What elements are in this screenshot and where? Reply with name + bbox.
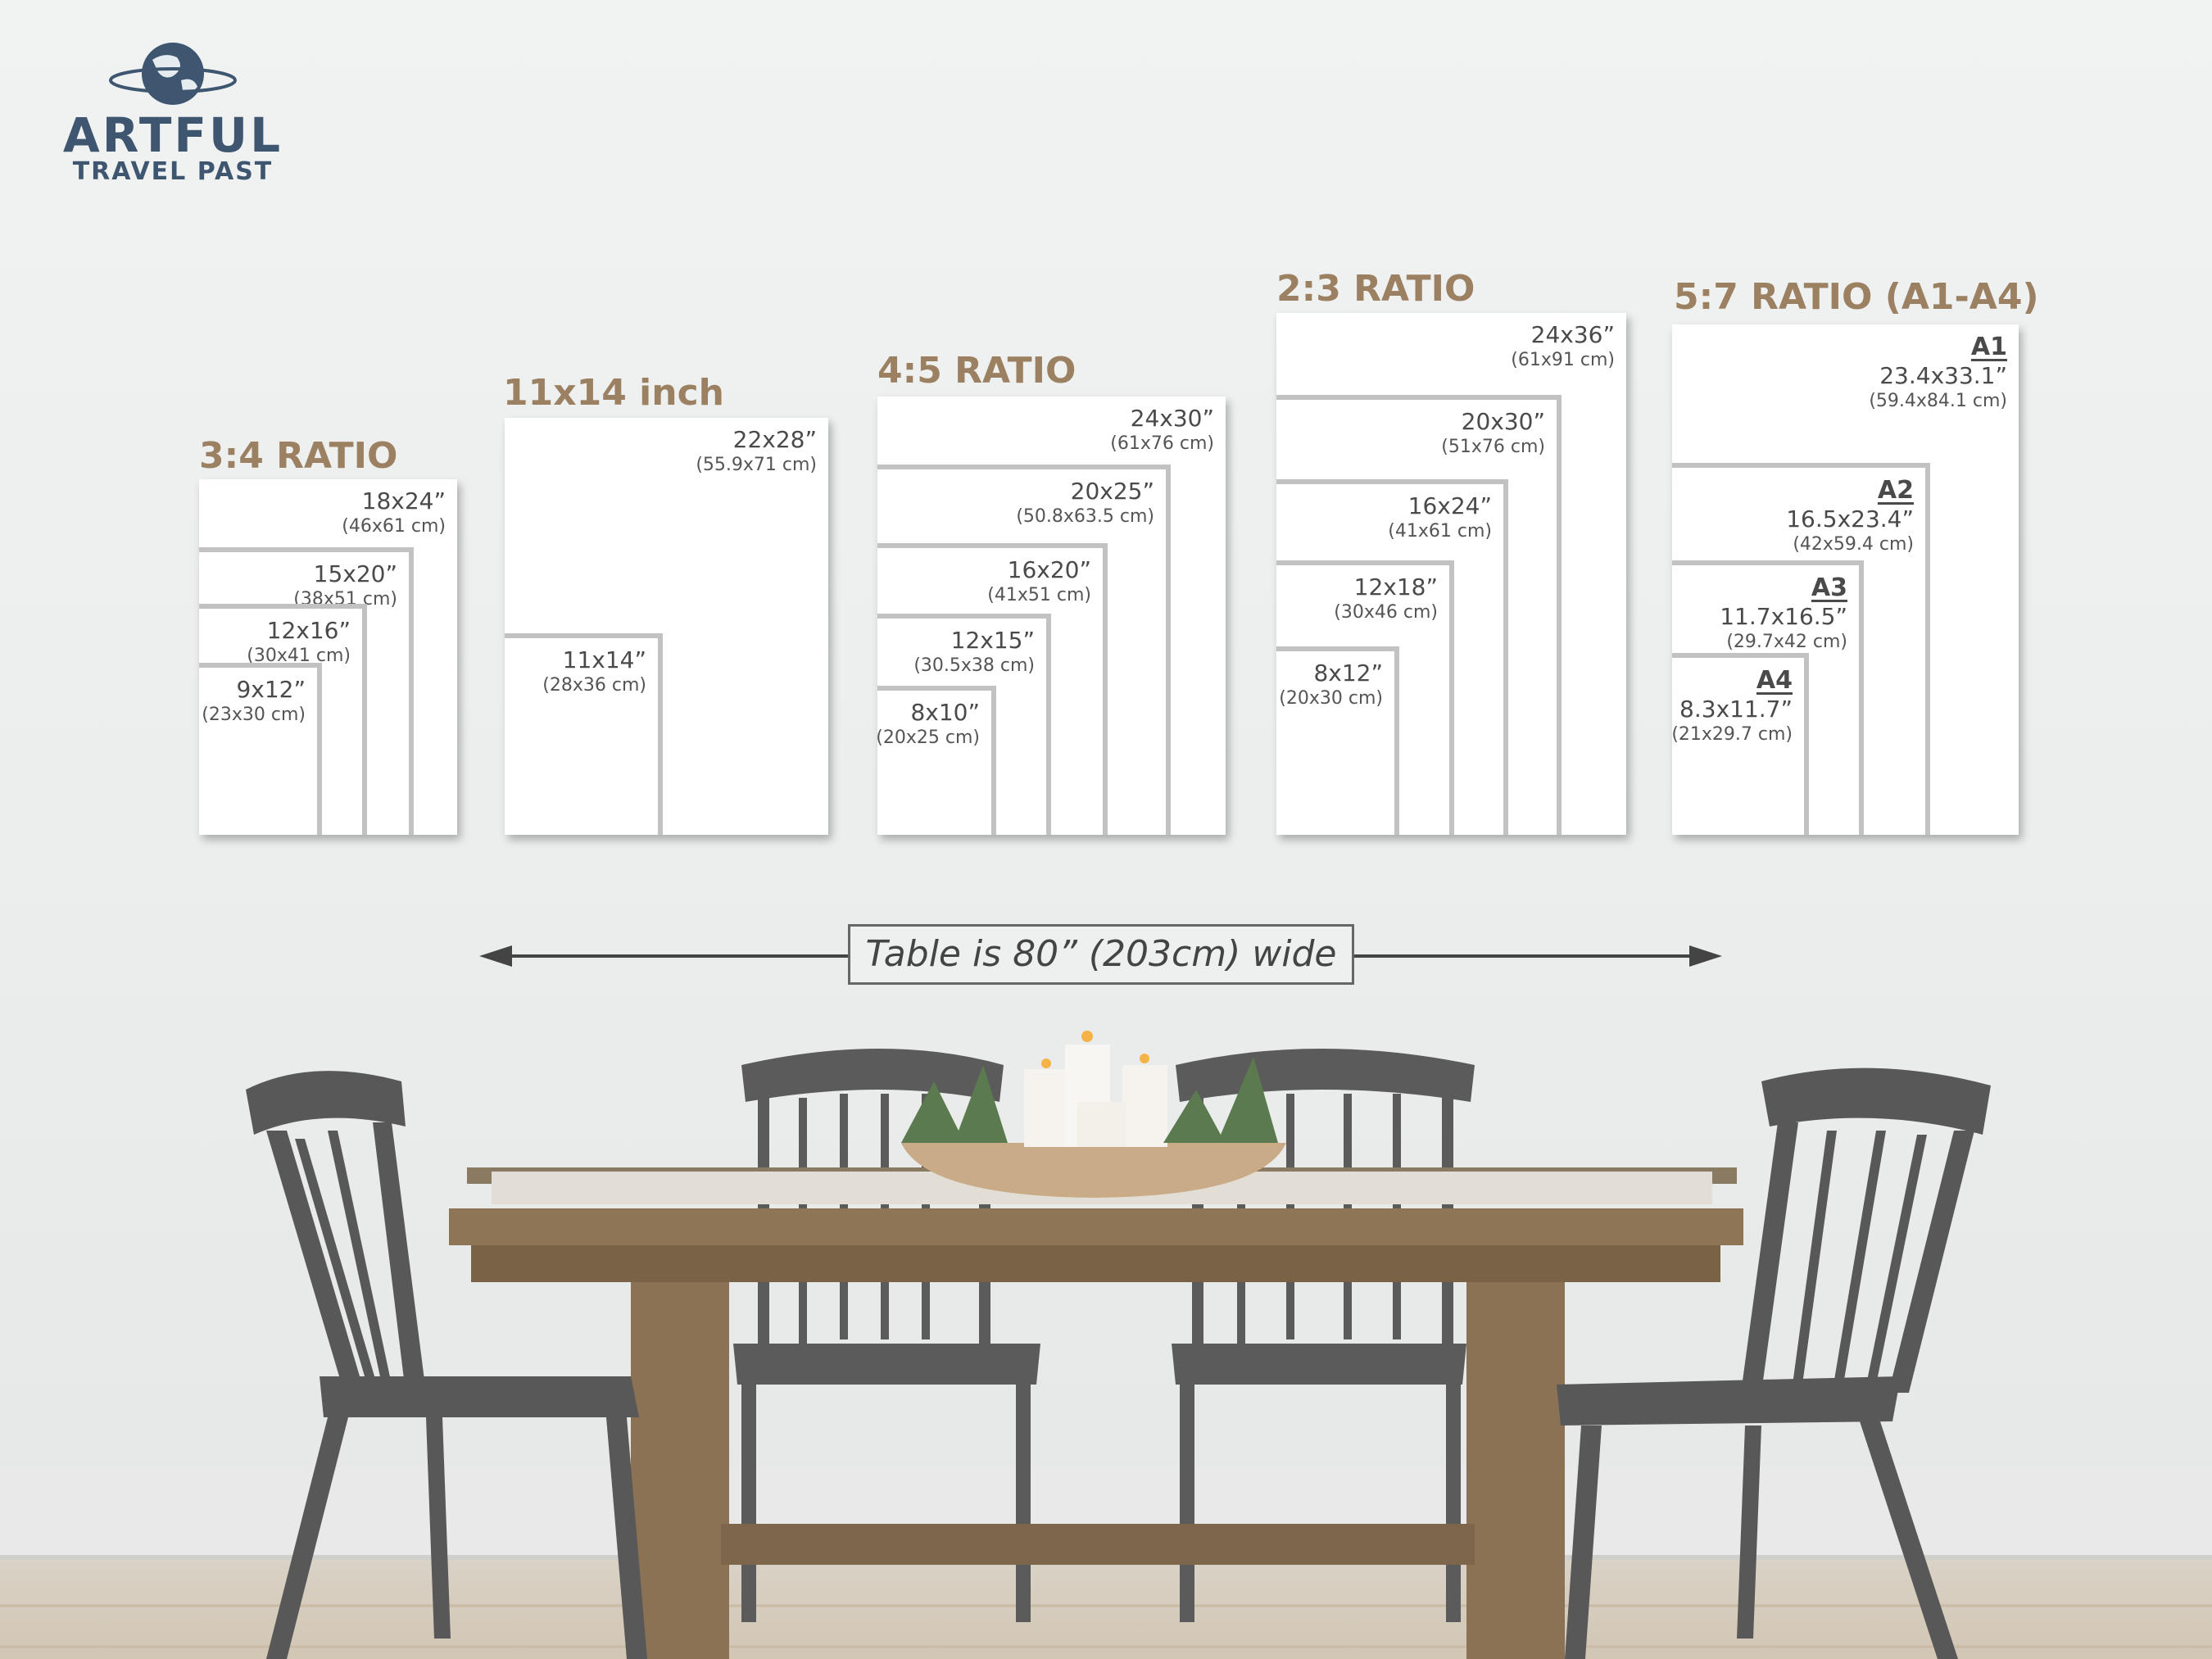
arrowhead-left-icon <box>479 945 512 967</box>
size-label: 9x12” (23x30 cm) <box>202 676 306 727</box>
print-frame-largest: 22x28” (55.9x71 cm) 11x14” (28x36 cm) <box>505 418 828 835</box>
cm-size: (50.8x63.5 cm) <box>1016 506 1154 527</box>
ratio-group-title: 2:3 RATIO <box>1276 268 1475 310</box>
chair-front-right <box>1557 1067 1991 1659</box>
inch-size: 11.7x16.5” <box>1720 603 1847 630</box>
size-label: 24x36” (61x91 cm) <box>1511 321 1615 372</box>
cm-size: (59.4x84.1 cm) <box>1869 391 2007 411</box>
inch-size: 16x20” <box>1007 556 1091 583</box>
cm-size: (30x41 cm) <box>247 646 351 666</box>
inch-size: 8.3x11.7” <box>1679 696 1793 723</box>
inch-size: 20x30” <box>1461 408 1545 435</box>
inch-size: 24x36” <box>1530 321 1615 348</box>
inch-size: 16.5x23.4” <box>1786 505 1914 533</box>
cm-size: (21x29.7 cm) <box>1671 724 1793 745</box>
print-frame-largest: A1 23.4x33.1” (59.4x84.1 cm) A2 16.5x23.4” (4… <box>1671 324 2019 835</box>
inch-size: 16x24” <box>1407 492 1492 519</box>
table-width-arrow-right <box>1353 954 1698 958</box>
iso-size-label: A3 <box>1811 573 1847 602</box>
inch-size: 20x25” <box>1070 478 1154 505</box>
iso-size-label: A1 <box>1970 333 2007 361</box>
size-label: 12x16” (30x41 cm) <box>247 617 351 668</box>
iso-size-label: A2 <box>1877 476 1914 505</box>
cm-size: (55.9x71 cm) <box>696 455 817 475</box>
inch-size: 12x16” <box>266 617 351 644</box>
inch-size: 12x15” <box>950 627 1035 654</box>
cm-size: (46x61 cm) <box>342 516 446 537</box>
inch-size: 8x12” <box>1313 660 1383 687</box>
cm-size: (23x30 cm) <box>202 705 306 725</box>
inch-size: 9x12” <box>236 676 306 703</box>
size-label: 18x24” (46x61 cm) <box>342 487 446 538</box>
inch-size: 23.4x33.1” <box>1879 362 2007 389</box>
cm-size: (30.5x38 cm) <box>913 655 1035 676</box>
cm-size: (61x76 cm) <box>1110 433 1214 454</box>
size-label: 12x15” (30.5x38 cm) <box>913 627 1035 678</box>
print-size-outline: 9x12” (23x30 cm) <box>199 663 322 835</box>
table-width-arrow-left <box>492 954 849 958</box>
cm-size: (30x46 cm) <box>1334 602 1438 623</box>
cm-size: (20x30 cm) <box>1279 688 1383 709</box>
size-label: 20x30” (51x76 cm) <box>1441 408 1545 459</box>
inch-size: 18x24” <box>361 487 446 514</box>
dining-table <box>449 1167 1743 1659</box>
arrowhead-right-icon <box>1689 945 1722 967</box>
ratio-group-title: 4:5 RATIO <box>877 350 1077 392</box>
cm-size: (41x61 cm) <box>1388 521 1492 542</box>
size-label: 8x10” (20x25 cm) <box>876 699 980 750</box>
cm-size: (28x36 cm) <box>542 675 646 696</box>
size-label: 15x20” (38x51 cm) <box>293 560 397 611</box>
globe-icon <box>109 43 237 105</box>
size-label: A1 23.4x33.1” (59.4x84.1 cm) <box>1869 333 2007 413</box>
cm-size: (20x25 cm) <box>876 728 980 748</box>
inch-size: 8x10” <box>910 699 980 726</box>
size-label: A2 16.5x23.4” (42x59.4 cm) <box>1786 476 1914 556</box>
print-size-outline: 11x14” (28x36 cm) <box>505 633 663 835</box>
centerpiece <box>901 1031 1286 1198</box>
size-label: 16x24” (41x61 cm) <box>1388 492 1492 543</box>
inch-size: 15x20” <box>313 560 397 587</box>
size-label: 11x14” (28x36 cm) <box>542 646 646 697</box>
inch-size: 12x18” <box>1353 573 1438 601</box>
cm-size: (29.7x42 cm) <box>1726 632 1847 652</box>
inch-size: 24x30” <box>1130 405 1214 432</box>
inch-size: 11x14” <box>562 646 646 673</box>
brand-logo: ARTFUL TRAVEL PAST <box>54 39 292 185</box>
size-label: A4 8.3x11.7” (21x29.7 cm) <box>1671 666 1793 746</box>
size-label: 24x30” (61x76 cm) <box>1110 405 1214 456</box>
print-size-outline: 8x10” (20x25 cm) <box>876 686 996 835</box>
iso-size-label: A4 <box>1756 666 1793 695</box>
print-size-outline: 8x12” (20x30 cm) <box>1276 646 1399 835</box>
logo-line1: ARTFUL <box>62 107 283 163</box>
size-label: 8x12” (20x30 cm) <box>1279 660 1383 710</box>
size-label: 16x20” (41x51 cm) <box>987 556 1091 607</box>
size-label: 20x25” (50.8x63.5 cm) <box>1016 478 1154 528</box>
size-label: 12x18” (30x46 cm) <box>1334 573 1438 624</box>
cm-size: (51x76 cm) <box>1441 437 1545 457</box>
cm-size: (41x51 cm) <box>987 585 1091 605</box>
chair-front-left <box>246 1071 647 1659</box>
logo-line2: TRAVEL PAST <box>72 157 274 186</box>
ratio-group-title: 5:7 RATIO (A1-A4) <box>1674 276 2039 318</box>
ratio-group-title: 3:4 RATIO <box>199 435 398 477</box>
inch-size: 22x28” <box>732 426 817 453</box>
cm-size: (61x91 cm) <box>1511 350 1615 370</box>
print-frame-largest: 24x30” (61x76 cm) 20x25” (50.8x63.5 cm) 16x2… <box>876 397 1226 835</box>
cm-size: (42x59.4 cm) <box>1793 534 1914 555</box>
size-label: A3 11.7x16.5” (29.7x42 cm) <box>1720 573 1847 654</box>
print-frame-largest: 24x36” (61x91 cm) 20x30” (51x76 cm) 16x24” (4… <box>1276 313 1626 835</box>
ratio-group-title: 11x14 inch <box>503 372 724 414</box>
size-label: 22x28” (55.9x71 cm) <box>696 426 817 477</box>
print-frame-largest: 18x24” (46x61 cm) 15x20” (38x51 cm) 12x16” (3… <box>199 479 457 835</box>
table-width-note: Table is 80” (203cm) wide <box>848 924 1354 985</box>
print-size-outline: A4 8.3x11.7” (21x29.7 cm) <box>1671 653 1809 835</box>
